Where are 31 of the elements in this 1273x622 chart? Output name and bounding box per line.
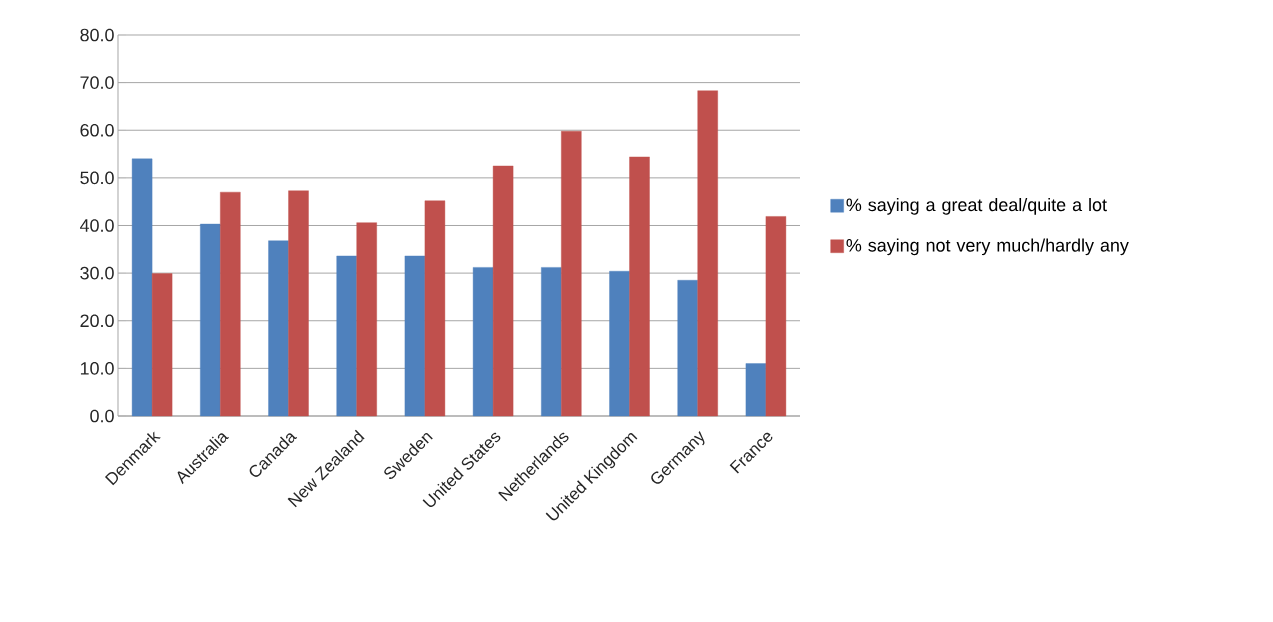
bar	[356, 222, 377, 417]
bar	[697, 90, 718, 417]
bar	[492, 165, 514, 417]
bar	[677, 280, 698, 417]
bar	[220, 191, 241, 417]
legend-label: % saying not very much/hardly any	[846, 238, 1129, 256]
y-tick-label: 50.0	[80, 171, 114, 185]
bar	[541, 267, 562, 417]
y-tick-label: 70.0	[80, 76, 114, 89]
bar	[336, 255, 357, 417]
bar	[131, 158, 153, 417]
bar	[268, 240, 289, 417]
bar	[472, 267, 494, 417]
bar	[424, 200, 446, 417]
y-tick-label: 80.0	[80, 28, 114, 42]
bar	[629, 156, 650, 417]
y-tick-label: 40.0	[79, 219, 114, 232]
bar	[151, 273, 173, 417]
bar	[745, 363, 767, 417]
y-tick-label: 10.0	[80, 362, 114, 375]
bar	[561, 130, 582, 417]
y-tick-label: 20.0	[80, 314, 114, 328]
bar	[765, 216, 787, 417]
y-tick-label: 0.0	[90, 409, 114, 423]
y-tick-label: 30.0	[80, 266, 114, 280]
bar	[200, 223, 221, 417]
y-tick-label: 60.0	[80, 123, 114, 137]
bar	[288, 190, 309, 417]
bar	[404, 255, 426, 417]
legend-label: % saying a great deal/quite a lot	[846, 198, 1107, 215]
bar	[609, 271, 630, 417]
